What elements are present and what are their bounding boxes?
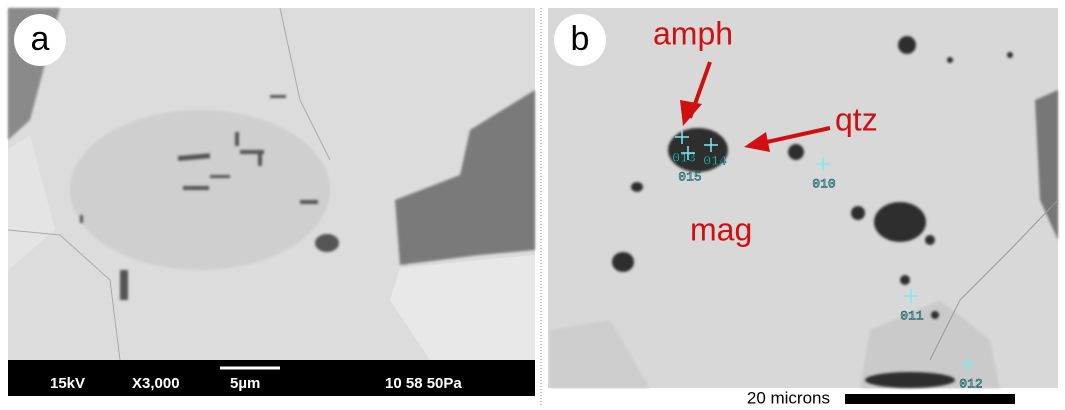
- annotation: qtz: [835, 101, 878, 137]
- scale-label: 5µm: [230, 375, 260, 392]
- scale-bar: [845, 394, 1015, 404]
- panel-label: a: [31, 20, 50, 58]
- session-info: 10 58 50Pa: [385, 375, 462, 392]
- point-label: 012: [959, 376, 982, 391]
- panel-a: a 15kV X3,000 5µm 10 58 50Pa: [8, 8, 535, 396]
- point-label: 011: [900, 308, 924, 323]
- scale-label: 20 microns: [747, 388, 830, 407]
- annotation: amph: [653, 15, 733, 51]
- voltage: 15kV: [50, 375, 85, 392]
- annotation: mag: [690, 211, 752, 247]
- point-label: 015: [678, 169, 701, 184]
- magnification: X3,000: [132, 375, 180, 392]
- figure: a 15kV X3,000 5µm 10 58 50Pa: [0, 0, 1065, 410]
- panel-label: b: [571, 20, 590, 58]
- point-label: 014: [703, 153, 727, 168]
- point-label: 010: [812, 176, 835, 191]
